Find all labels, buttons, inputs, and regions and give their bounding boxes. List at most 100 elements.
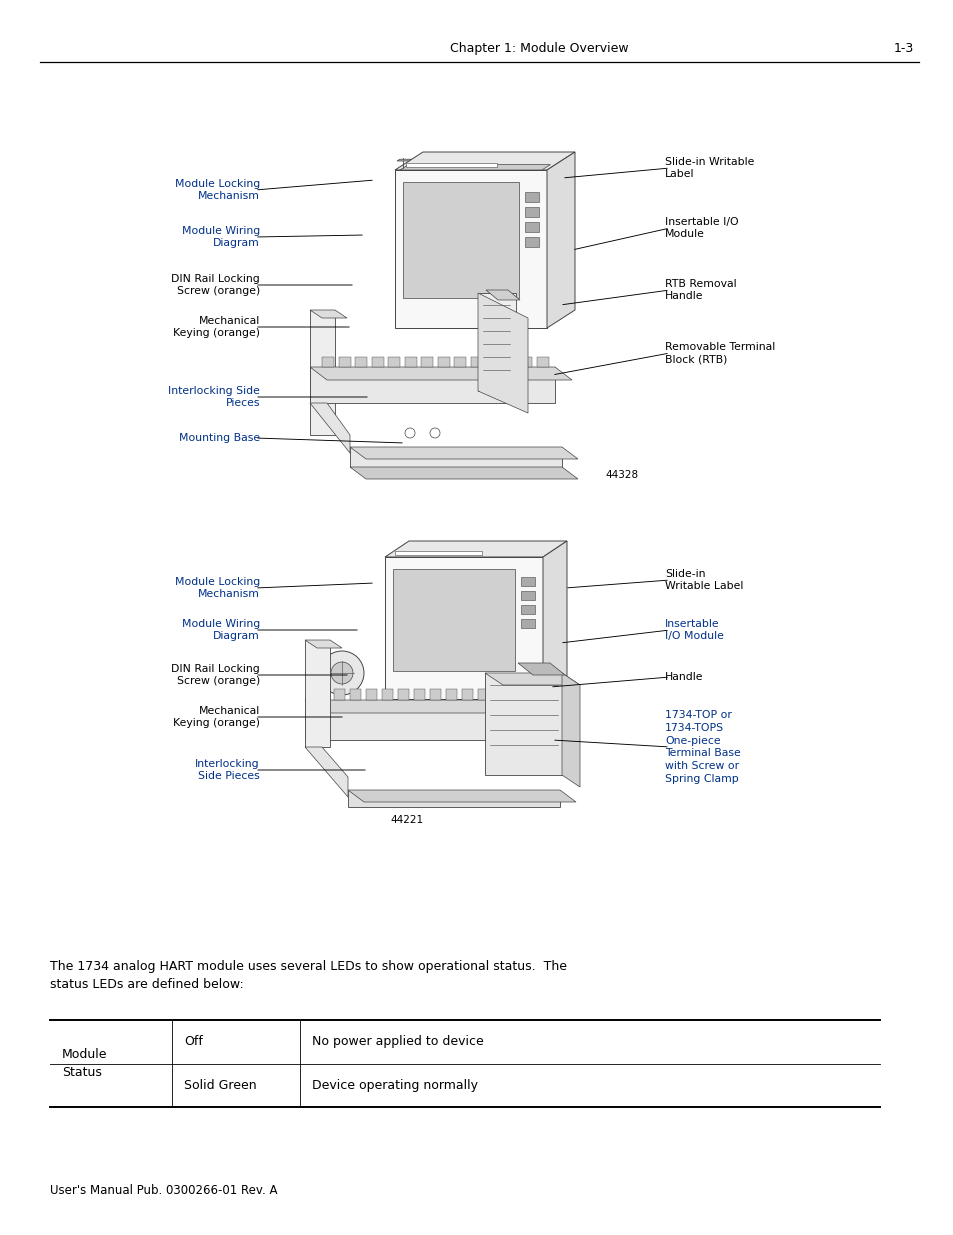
Polygon shape [477,689,489,700]
Text: Slide-in
Writable Label: Slide-in Writable Label [664,568,742,592]
Polygon shape [310,367,555,403]
Polygon shape [397,689,409,700]
Polygon shape [310,403,350,453]
Polygon shape [305,747,348,797]
Text: 44328: 44328 [604,471,638,480]
Circle shape [331,662,353,684]
Polygon shape [305,640,330,747]
Polygon shape [366,689,376,700]
Text: Module
Status: Module Status [62,1049,108,1078]
Polygon shape [541,689,553,700]
Text: Insertable
I/O Module: Insertable I/O Module [664,619,723,641]
Polygon shape [486,357,498,367]
Polygon shape [510,689,520,700]
Text: Mounting Base: Mounting Base [179,433,260,443]
Text: Handle: Handle [664,672,702,682]
Text: Module Locking
Mechanism: Module Locking Mechanism [174,577,260,599]
Polygon shape [350,689,360,700]
Polygon shape [520,605,535,614]
Polygon shape [348,790,576,802]
Polygon shape [430,689,440,700]
Text: 1-3: 1-3 [893,42,913,56]
Text: No power applied to device: No power applied to device [312,1035,483,1049]
Polygon shape [461,689,473,700]
Text: Module Wiring
Diagram: Module Wiring Diagram [182,226,260,248]
Polygon shape [454,357,465,367]
Polygon shape [520,592,535,600]
Text: Removable Terminal
Block (RTB): Removable Terminal Block (RTB) [664,342,775,364]
Polygon shape [484,673,561,776]
Polygon shape [310,367,572,380]
Text: Device operating normally: Device operating normally [312,1078,477,1092]
Polygon shape [517,663,564,676]
Polygon shape [520,577,535,585]
Polygon shape [546,152,575,329]
Polygon shape [524,222,538,232]
Polygon shape [350,447,578,459]
Text: RTB Removal
Handle: RTB Removal Handle [664,279,736,301]
Polygon shape [317,689,329,700]
Polygon shape [385,541,566,557]
Polygon shape [310,310,335,435]
Polygon shape [305,700,559,740]
Polygon shape [420,357,433,367]
Text: The 1734 analog HART module uses several LEDs to show operational status.  The
s: The 1734 analog HART module uses several… [50,960,566,990]
Polygon shape [395,551,481,555]
Polygon shape [524,191,538,203]
Text: Interlocking Side
Pieces: Interlocking Side Pieces [168,385,260,409]
Polygon shape [477,293,527,412]
Polygon shape [393,569,515,671]
Polygon shape [310,310,347,317]
Polygon shape [470,357,482,367]
Polygon shape [399,164,550,170]
Polygon shape [406,163,497,167]
Text: User's Manual Pub. 0300266-01 Rev. A: User's Manual Pub. 0300266-01 Rev. A [50,1184,277,1197]
Text: Interlocking
Side Pieces: Interlocking Side Pieces [195,758,260,782]
Text: Insertable I/O
Module: Insertable I/O Module [664,216,738,240]
Polygon shape [305,640,341,648]
Polygon shape [524,237,538,247]
Polygon shape [519,357,532,367]
Polygon shape [395,170,546,329]
Text: Chapter 1: Module Overview: Chapter 1: Module Overview [449,42,628,56]
Polygon shape [385,557,542,699]
Polygon shape [348,790,559,806]
Polygon shape [396,159,412,161]
Polygon shape [536,357,548,367]
Polygon shape [350,447,561,467]
Text: DIN Rail Locking
Screw (orange): DIN Rail Locking Screw (orange) [172,274,260,296]
Polygon shape [485,290,519,300]
Text: Mechanical
Keying (orange): Mechanical Keying (orange) [172,316,260,338]
Polygon shape [322,357,334,367]
Polygon shape [561,673,579,787]
Polygon shape [437,357,449,367]
Polygon shape [524,207,538,217]
Polygon shape [334,689,345,700]
Polygon shape [371,357,383,367]
Text: Solid Green: Solid Green [184,1078,256,1092]
Polygon shape [305,700,578,713]
Polygon shape [350,467,578,479]
Polygon shape [338,357,350,367]
Polygon shape [484,673,579,685]
Polygon shape [477,293,516,391]
Text: Module Locking
Mechanism: Module Locking Mechanism [174,179,260,201]
Text: 44221: 44221 [390,815,423,825]
Polygon shape [542,541,566,699]
Polygon shape [494,689,504,700]
Polygon shape [381,689,393,700]
Text: Module Wiring
Diagram: Module Wiring Diagram [182,619,260,641]
Text: 1734-TOP or
1734-TOPS
One-piece
Terminal Base
with Screw or
Spring Clamp: 1734-TOP or 1734-TOPS One-piece Terminal… [664,710,740,784]
Polygon shape [520,619,535,629]
Text: Mechanical
Keying (orange): Mechanical Keying (orange) [172,705,260,729]
Polygon shape [388,357,399,367]
Text: Slide-in Writable
Label: Slide-in Writable Label [664,157,754,179]
Polygon shape [395,152,575,170]
Text: Off: Off [184,1035,203,1049]
Polygon shape [503,357,515,367]
Polygon shape [355,357,367,367]
Polygon shape [446,689,456,700]
Text: DIN Rail Locking
Screw (orange): DIN Rail Locking Screw (orange) [172,663,260,687]
Polygon shape [402,182,518,298]
Polygon shape [525,689,537,700]
